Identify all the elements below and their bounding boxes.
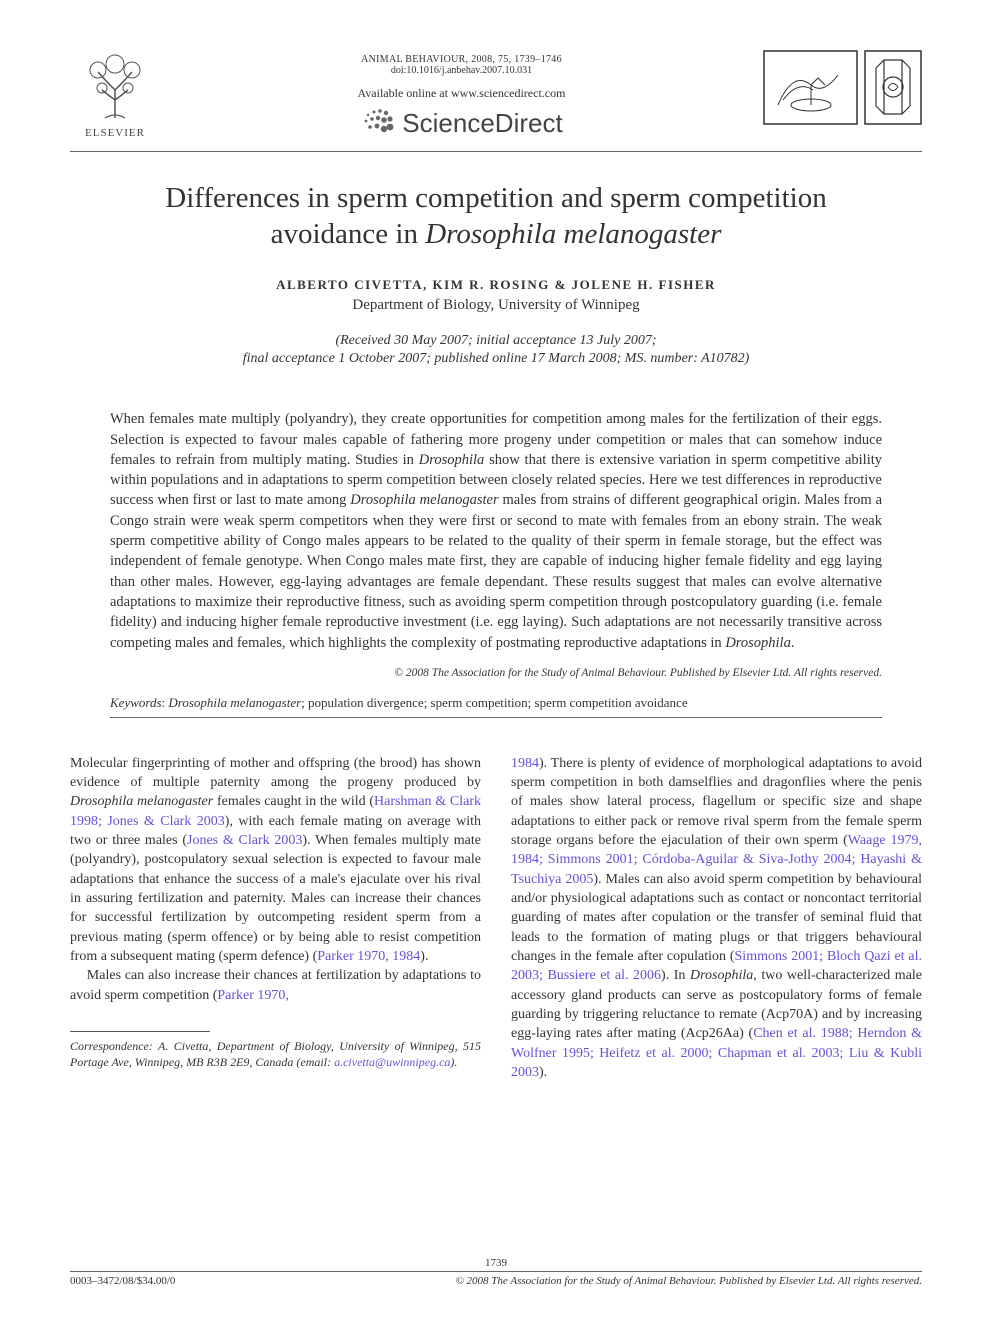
page-number: 1739 — [70, 1257, 922, 1269]
elsevier-logo: ELSEVIER — [70, 50, 160, 139]
species-inline: Drosophila — [690, 968, 753, 983]
sciencedirect-brand: ScienceDirect — [160, 105, 763, 141]
right-column: 1984). There is plenty of evidence of mo… — [511, 754, 922, 1082]
left-column: Molecular fingerprinting of mother and o… — [70, 754, 481, 1082]
journal-citation: ANIMAL BEHAVIOUR, 2008, 75, 1739–1746 — [160, 54, 763, 65]
citation-link[interactable]: Parker 1970, — [217, 988, 289, 1003]
elsevier-tree-icon — [80, 50, 150, 125]
citation-link[interactable]: Jones & Clark 2003 — [187, 833, 302, 848]
footer-divider — [70, 1271, 922, 1272]
abstract-species-1: Drosophila — [419, 452, 485, 468]
manuscript-dates: (Received 30 May 2007; initial acceptanc… — [70, 332, 922, 370]
sciencedirect-text: ScienceDirect — [402, 108, 562, 139]
correspondence-divider — [70, 1031, 210, 1032]
dates-line1: (Received 30 May 2007; initial acceptanc… — [335, 333, 656, 348]
abstract: When females mate multiply (polyandry), … — [110, 409, 882, 653]
elsevier-label: ELSEVIER — [85, 127, 145, 139]
title-line2-prefix: avoidance in — [271, 218, 426, 250]
copyright-line: © 2008 The Association for the Study of … — [110, 667, 882, 679]
page-footer: 1739 0003–3472/08/$34.00/0 © 2008 The As… — [70, 1257, 922, 1287]
body-columns: Molecular fingerprinting of mother and o… — [70, 754, 922, 1082]
footer-right: © 2008 The Association for the Study of … — [455, 1275, 922, 1287]
keywords-label: Keywords — [110, 695, 162, 710]
right-logos — [763, 50, 922, 125]
society-logo-icon — [864, 50, 922, 125]
abstract-species-3: Drosophila — [725, 635, 791, 651]
footer-row: 0003–3472/08/$34.00/0 © 2008 The Associa… — [70, 1275, 922, 1287]
affiliation: Department of Biology, University of Win… — [70, 297, 922, 314]
doi: doi:10.1016/j.anbehav.2007.10.031 — [160, 65, 763, 76]
article-title: Differences in sperm competition and spe… — [70, 180, 922, 253]
title-species: Drosophila melanogaster — [425, 218, 721, 250]
abstract-text: . — [791, 635, 795, 651]
citation-link[interactable]: Parker 1970, 1984 — [317, 949, 420, 964]
footer-left: 0003–3472/08/$34.00/0 — [70, 1275, 175, 1287]
keywords-rest: ; population divergence; sperm competiti… — [301, 695, 687, 710]
body-paragraph: 1984). There is plenty of evidence of mo… — [511, 754, 922, 1082]
abstract-text: males from strains of different geograph… — [110, 492, 882, 650]
abstract-species-2: Drosophila melanogaster — [350, 492, 498, 508]
sciencedirect-icon — [360, 105, 396, 141]
keywords-species: Drosophila melanogaster — [168, 695, 301, 710]
available-online: Available online at www.sciencedirect.co… — [160, 86, 763, 101]
center-header: ANIMAL BEHAVIOUR, 2008, 75, 1739–1746 do… — [160, 50, 763, 141]
body-paragraph: Molecular fingerprinting of mother and o… — [70, 754, 481, 966]
correspondence: Correspondence: A. Civetta, Department o… — [70, 1038, 481, 1070]
body-paragraph: Males can also increase their chances at… — [70, 966, 481, 1005]
authors: ALBERTO CIVETTA, KIM R. ROSING & JOLENE … — [70, 277, 922, 293]
page-header: ELSEVIER ANIMAL BEHAVIOUR, 2008, 75, 173… — [70, 50, 922, 141]
keywords-divider — [110, 717, 882, 718]
keywords: Keywords: Drosophila melanogaster; popul… — [110, 695, 882, 711]
title-line1: Differences in sperm competition and spe… — [165, 182, 826, 214]
correspondence-text: ). — [450, 1055, 457, 1069]
citation-link[interactable]: 1984 — [511, 756, 539, 771]
header-divider — [70, 151, 922, 152]
dates-line2: final acceptance 1 October 2007; publish… — [243, 351, 750, 366]
species-inline: Drosophila melanogaster — [70, 794, 213, 809]
journal-logo-icon — [763, 50, 858, 125]
correspondence-email[interactable]: a.civetta@uwinnipeg.ca — [334, 1055, 450, 1069]
